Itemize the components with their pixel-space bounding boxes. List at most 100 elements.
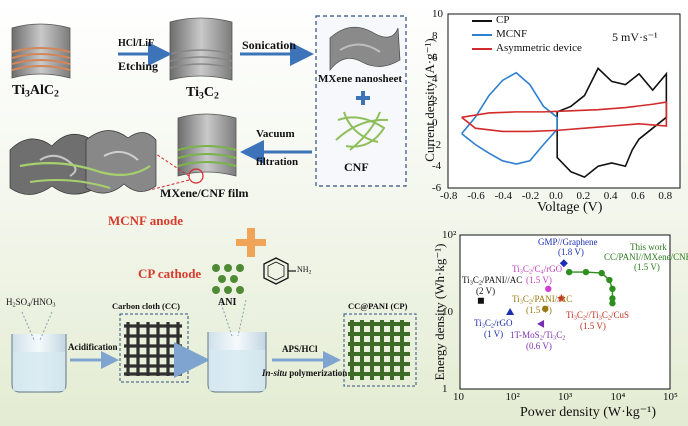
cv-plot-area [447,13,681,189]
label-rgo: Ti3C2/rGO [474,318,513,330]
ragone-y-tick: 10 [442,306,453,318]
ragone-point [537,319,545,328]
ti3c2-label: Ti3C2 [186,85,219,102]
ragone-point [606,276,613,284]
ragone-point [598,269,605,277]
label-rgo-v: (1 V) [484,329,504,339]
ragone-point [609,300,616,307]
label-pani-ac-b-v: (1.5 V) [526,305,552,315]
carbon-cloth-graphic [124,322,182,376]
nanosheet-label: MXene nanosheet [318,73,403,85]
label-pani-ac-a-v: (2 V) [476,286,496,296]
cv-y-tick: 2 [432,95,438,107]
ani-label: ANI [218,297,237,308]
mxene-nanosheet-graphic [329,26,401,72]
cv-x-tick: -0.8 [440,190,458,202]
cv-x-tick: 0.2 [576,190,591,202]
ragone-point [477,297,484,304]
ragone-y-tick: 1 [442,383,448,395]
vacuum-label-1: Vacuum [256,128,295,140]
cnf-graphic [335,111,389,151]
label-mos2: 1T-MoS2/Ti3C2 [510,330,566,342]
label-this-work-v: (1.5 V) [634,262,660,272]
ragone-point [545,285,552,293]
ani-graphic [212,264,244,294]
cv-y-tick: -2 [432,138,442,151]
acid-label: H2SO4/HNO3 [6,297,56,309]
ragone-points [477,259,616,328]
nh2-label: NH2 [297,265,312,276]
etching-reagent-label: HCl/LiF [118,38,155,49]
ragone-point [559,259,568,268]
film-label: MXene/CNF film [160,186,249,200]
ragone-point [609,295,616,302]
cv-y-tick: -6 [432,182,442,194]
polymerization-beaker [207,299,267,393]
label-cus-v: (1.5 V) [580,321,606,331]
cv-series-2 [461,101,668,133]
cnf-label: CNF [344,160,369,174]
cathode-label: CP cathode [138,266,202,281]
ti3alc2-label: Ti3AlC2 [12,83,59,100]
label-gmp: GMP//Graphene [538,237,598,247]
ragone-point [557,293,566,303]
cv-y-tick: -4 [432,160,442,173]
ragone-point [565,268,573,276]
acid-beaker [11,311,67,393]
label-this-work-name: CC/PANI//MXene/CNF [604,252,688,262]
carbon-cloth-label: Carbon cloth (CC) [112,301,180,311]
insitu-label: In-situ polymerization [262,368,348,378]
cv-x-tick: -0.2 [521,190,540,202]
cc-pani-box [343,313,417,387]
cv-curves [461,67,668,179]
ccpani-label: CC@PANI (CP) [348,301,408,311]
aps-label: APS/HCl [282,344,318,354]
label-gmp-v: (1.8 V) [558,247,584,257]
ti3c2-block [169,17,233,81]
sonication-label: Sonication [242,38,297,52]
orange-plus-graphic [236,228,266,257]
plus-sign-graphic [356,91,370,105]
cc-pani-graphic [348,320,410,380]
cv-series-0 [556,67,668,179]
cv-series-1 [461,71,558,165]
aniline-structure [263,257,296,285]
cv-y-tick: 0 [432,116,438,129]
ragone-point [542,305,549,313]
cv-legend-cp: CP [496,14,510,26]
label-this-work: This work [630,242,667,252]
cv-legend-mcnf: MCNF [496,28,528,40]
cv-x-tick: 0.8 [658,190,673,202]
cv-y-tick: 6 [432,51,438,64]
cv-x-tick: 0.0 [549,190,563,202]
cv-x-tick: -0.6 [467,190,485,202]
ragone-x-tick: 10² [505,391,520,403]
cv-y-tick: 10 [432,8,443,20]
ragone-x-tick: 10⁵ [663,391,678,403]
etching-label: Etching [118,59,159,73]
mxene-network-graphic [9,130,157,195]
mxene-cnf-film [177,113,237,184]
ti3alc2-block [11,23,71,79]
ragone-x-tick: 10⁴ [610,391,626,403]
ragone-x-axis-label: Power density (W·kg⁻¹) [520,405,657,420]
cv-x-tick: 0.4 [603,190,618,202]
label-cus: Ti3C2//Ti3C2/CuS [566,310,630,322]
label-pani-ac-b: Ti3C2/PANI//AC [512,294,573,306]
cv-x-axis-label: Voltage (V) [537,200,603,215]
ragone-point [506,308,515,315]
vacuum-label-2: filtration [256,156,299,168]
label-mos2-v: (0.6 V) [526,341,552,351]
cv-x-tick: -0.4 [494,190,512,202]
ragone-point [609,285,616,293]
acidification-label: Acidification [68,342,118,352]
cv-y-tick: 8 [432,29,438,42]
cv-y-tick: 4 [432,73,438,86]
label-tc-rgo: Ti3C2/C4/rGO [512,264,563,276]
ragone-y-tick: 10² [442,229,457,241]
ragone-x-tick: 10 [453,391,464,403]
cv-legend-asym: Asymmetric device [496,42,582,54]
cv-scan-rate: 5 mV·s⁻¹ [612,30,658,44]
